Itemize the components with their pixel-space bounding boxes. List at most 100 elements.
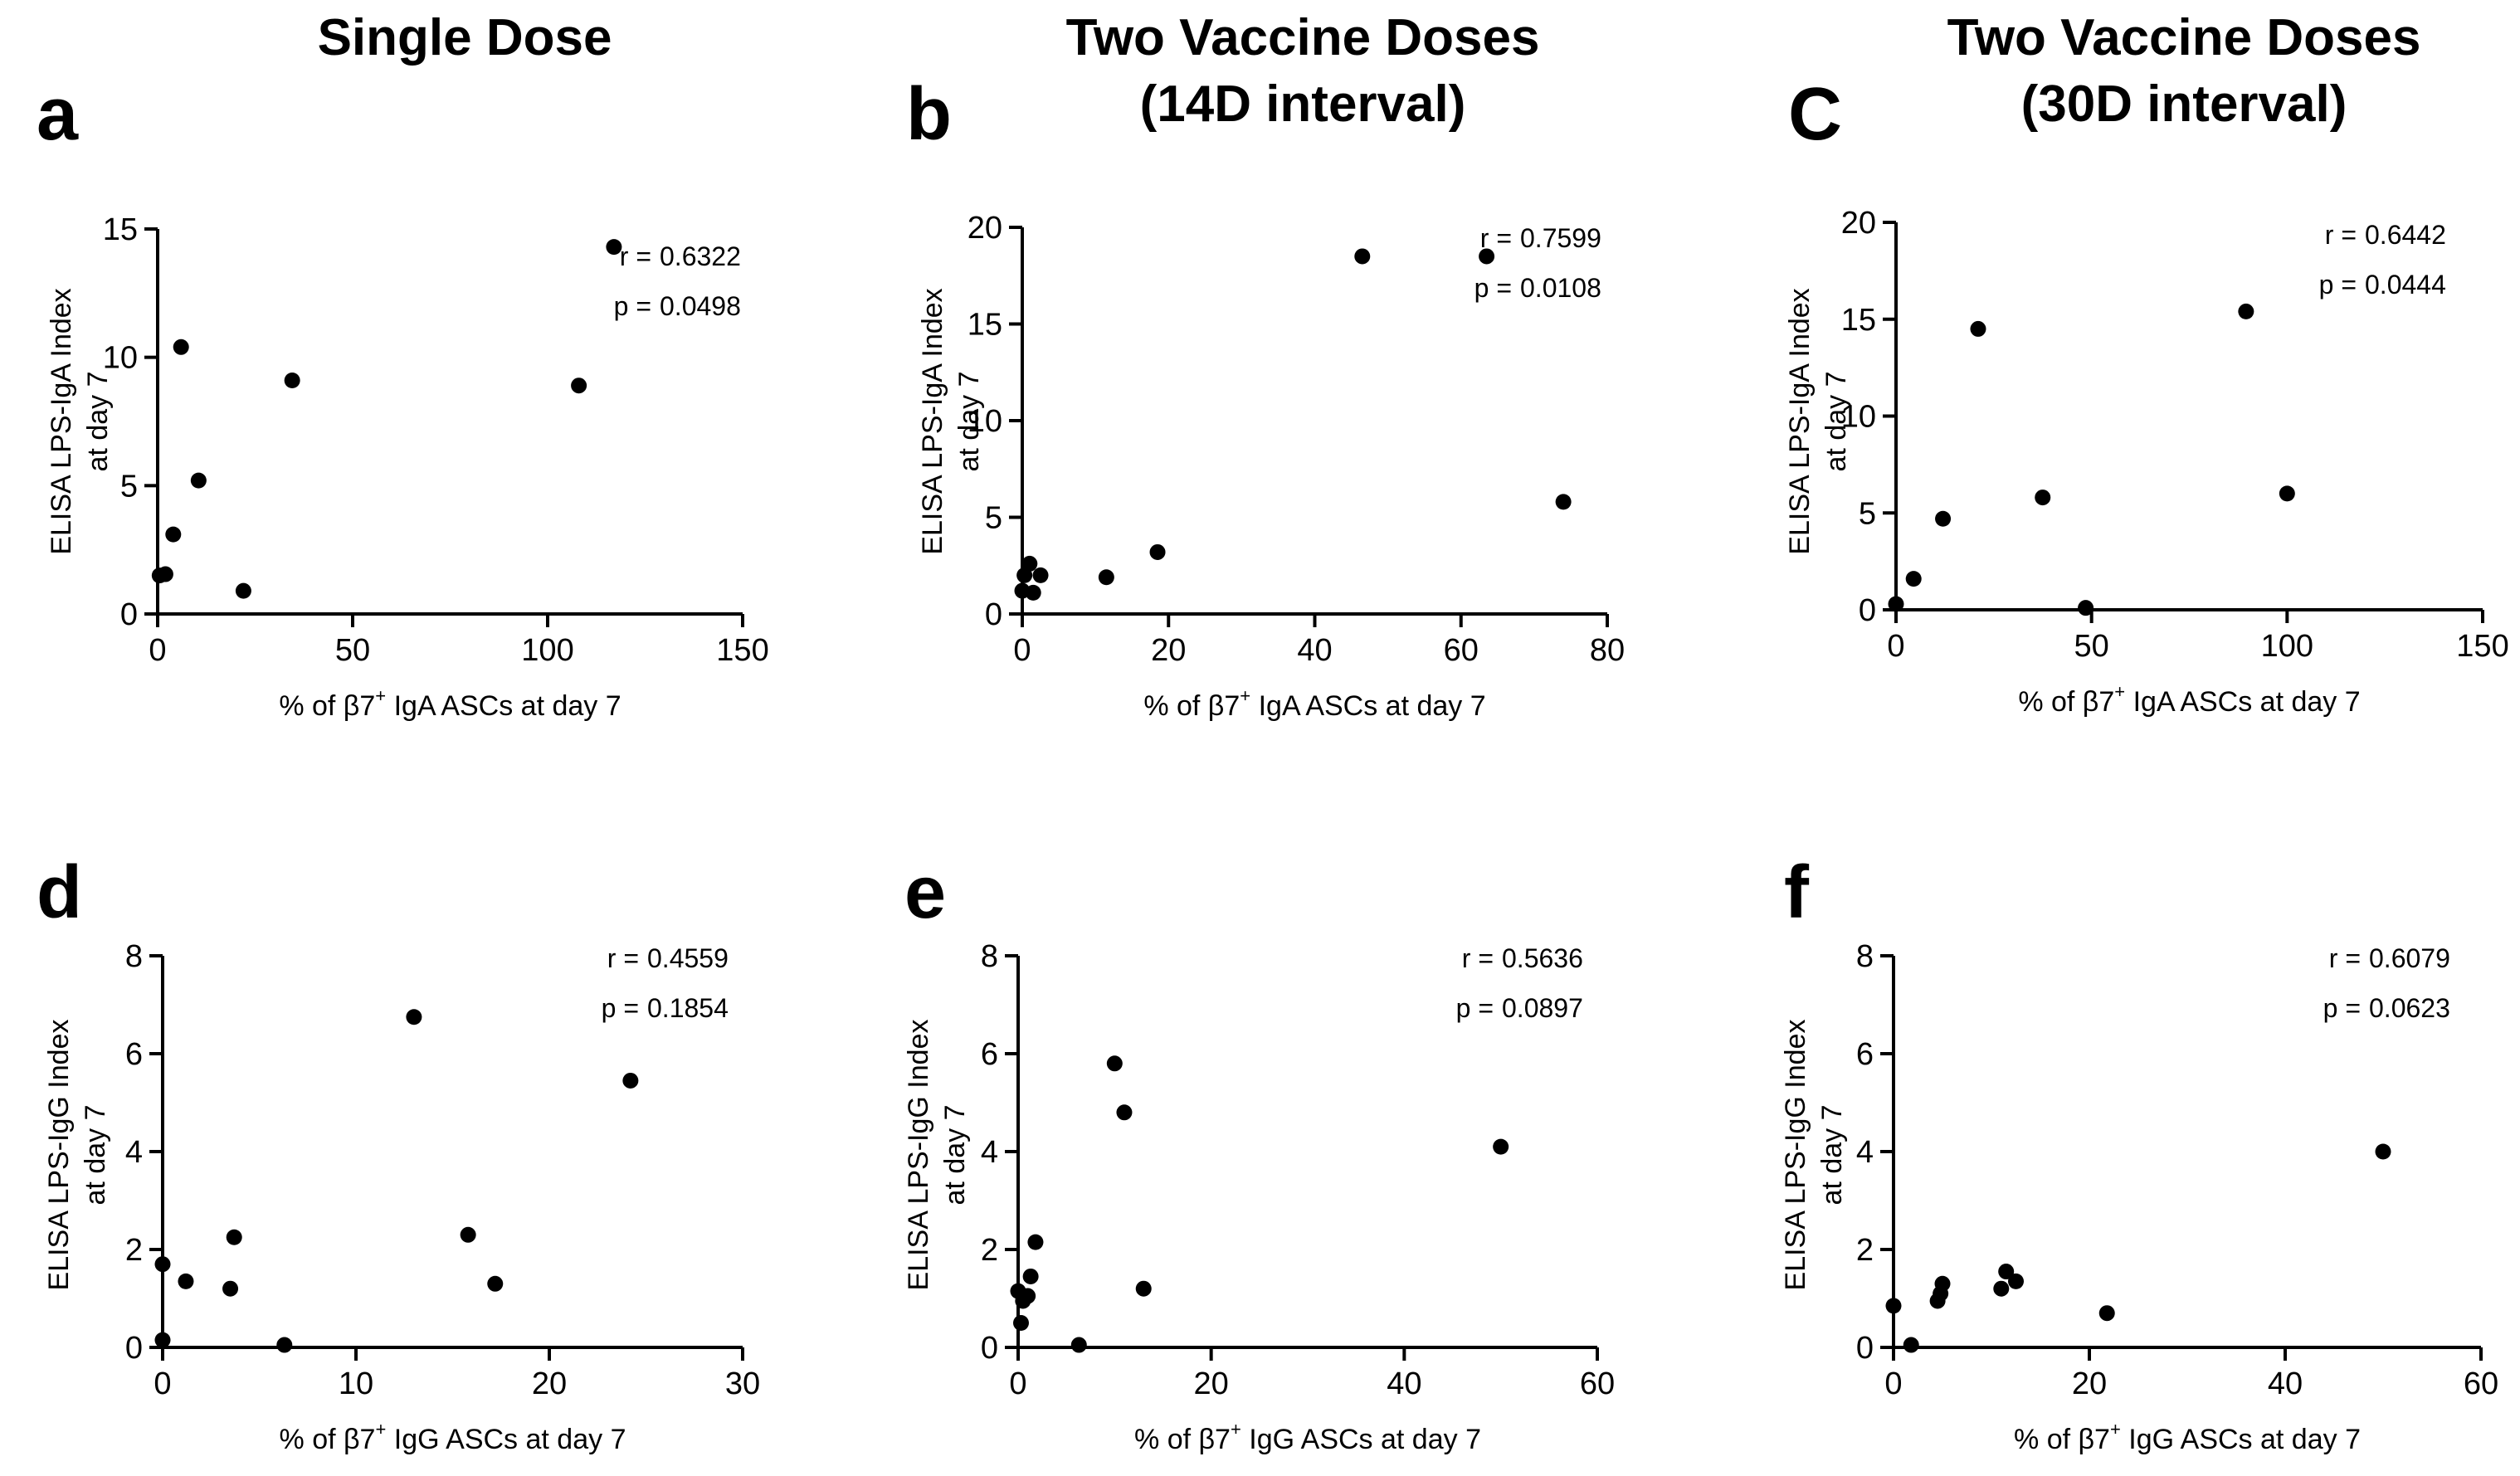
panel-letter-b: b xyxy=(906,73,952,156)
y-tick-label: 4 xyxy=(1856,1135,1874,1170)
x-axis-label: % of β7+ IgA ASCs at day 7 xyxy=(1143,685,1485,722)
r-value: 0.4559 xyxy=(647,943,729,973)
x-tick-label: 100 xyxy=(2261,629,2313,664)
y-tick-label: 4 xyxy=(125,1135,143,1170)
data-point xyxy=(2238,303,2254,319)
x-tick-label: 80 xyxy=(1590,633,1625,668)
panel-e: e 0 2 4 6 8 0 20 40 60 % of β7+ IgG ASCs at day 7 E… xyxy=(903,851,1615,1455)
data-point xyxy=(226,1229,242,1245)
y-axis-label-line-1: ELISA LPS-IgG Index xyxy=(43,1020,75,1291)
x-tick-label: 20 xyxy=(532,1366,567,1401)
y-axis-label: ELISA LPS-IgA Index at day 7 xyxy=(46,288,114,554)
p-value: 0.0444 xyxy=(2365,270,2446,300)
data-point xyxy=(235,582,251,599)
x-tick-label: 50 xyxy=(2074,629,2109,664)
y-tick-label: 10 xyxy=(968,404,1002,439)
y-tick-label: 10 xyxy=(1841,400,1876,435)
data-point xyxy=(1885,1298,1902,1314)
r-label: r = xyxy=(607,943,639,973)
y-tick-label: 15 xyxy=(103,212,138,247)
y-tick-label: 6 xyxy=(981,1037,998,1072)
data-point xyxy=(1021,555,1038,572)
data-point xyxy=(173,339,189,355)
y-axis-label: ELISA LPS-IgG Index at day 7 xyxy=(43,1020,111,1291)
y-axis-label-line-1: ELISA LPS-IgA Index xyxy=(46,288,77,554)
data-point xyxy=(1970,320,1986,337)
p-value: 0.0108 xyxy=(1520,273,1601,303)
p-value: 0.1854 xyxy=(647,993,729,1023)
x-tick-label: 100 xyxy=(521,633,573,668)
panel-letter-d: d xyxy=(37,851,82,934)
r-value: 0.7599 xyxy=(1520,223,1601,253)
panel-letter-f: f xyxy=(1784,851,1810,934)
p-label: p = xyxy=(602,993,639,1023)
panel-f: f 0 2 4 6 8 0 20 40 60 % of β7+ IgG ASCs at day 7 E… xyxy=(1780,851,2498,1455)
x-tick-label: 40 xyxy=(2268,1366,2303,1401)
data-point xyxy=(1935,510,1952,527)
x-tick-label: 150 xyxy=(2456,629,2508,664)
data-point xyxy=(1493,1138,1509,1155)
data-point xyxy=(1555,494,1572,510)
x-tick-label: 20 xyxy=(1151,633,1186,668)
p-label: p = xyxy=(1456,993,1494,1023)
panel-letter-c: C xyxy=(1788,73,1842,156)
y-tick-label: 15 xyxy=(968,308,1002,343)
data-point xyxy=(571,378,587,394)
panel-c: C 0 5 10 15 20 0 50 100 150 % of β7+ IgA ASCs at d… xyxy=(1784,73,2509,718)
data-point xyxy=(154,1256,171,1273)
panel-b: b 0 5 10 15 20 0 20 40 60 80 % of β7+ IgA ASCs at d… xyxy=(906,73,1625,722)
x-tick-label: 20 xyxy=(1194,1366,1229,1401)
data-point xyxy=(1025,584,1041,601)
column-title-3: Two Vaccine Doses (30D interval) xyxy=(1947,9,2421,133)
y-axis-label-line-1: ELISA LPS-IgA Index xyxy=(1784,288,1816,554)
y-tick-label: 0 xyxy=(125,1331,143,1366)
y-tick-label: 8 xyxy=(981,939,998,974)
data-point xyxy=(1135,1280,1152,1297)
data-point xyxy=(2035,490,2051,506)
data-point xyxy=(1027,1234,1044,1250)
data-point xyxy=(1479,248,1495,265)
x-tick-label: 0 xyxy=(149,633,166,668)
x-tick-label: 40 xyxy=(1387,1366,1421,1401)
y-axis-label-line-1: ELISA LPS-IgA Index xyxy=(917,288,948,554)
column-title-3-line-2: (30D interval) xyxy=(2021,76,2347,133)
p-label: p = xyxy=(2319,270,2357,300)
y-tick-label: 10 xyxy=(103,341,138,376)
x-tick-label: 150 xyxy=(716,633,768,668)
y-tick-label: 0 xyxy=(1859,593,1876,628)
r-label: r = xyxy=(620,241,651,271)
y-tick-label: 0 xyxy=(1856,1331,1874,1366)
r-value: 0.5636 xyxy=(1502,943,1583,973)
y-tick-label: 5 xyxy=(120,469,138,504)
y-tick-label: 0 xyxy=(985,597,1002,632)
x-tick-label: 60 xyxy=(1444,633,1479,668)
y-axis-label: ELISA LPS-IgG Index at day 7 xyxy=(903,1020,971,1291)
x-tick-label: 60 xyxy=(1580,1366,1615,1401)
data-point xyxy=(1149,543,1166,560)
x-tick-label: 30 xyxy=(725,1366,760,1401)
x-tick-label: 0 xyxy=(154,1366,171,1401)
data-point xyxy=(622,1072,639,1089)
y-tick-label: 0 xyxy=(120,597,138,632)
column-title-2: Two Vaccine Doses (14D interval) xyxy=(1066,9,1540,133)
x-tick-label: 0 xyxy=(1887,629,1904,664)
data-point xyxy=(1934,1275,1951,1292)
p-label: p = xyxy=(2323,993,2361,1023)
panel-letter-e: e xyxy=(904,851,946,934)
data-point xyxy=(1012,1315,1029,1331)
p-label: p = xyxy=(614,291,651,321)
data-point xyxy=(1106,1055,1123,1072)
data-point xyxy=(1098,569,1114,586)
y-axis-label-line-2: at day 7 xyxy=(1816,1105,1848,1206)
y-axis-label-line-1: ELISA LPS-IgG Index xyxy=(903,1020,934,1291)
y-tick-label: 6 xyxy=(125,1037,143,1072)
x-tick-label: 0 xyxy=(1013,633,1031,668)
data-point xyxy=(165,526,182,543)
column-title-1-line-1: Single Dose xyxy=(318,9,612,66)
data-point xyxy=(1903,1337,1919,1353)
panel-d: d 0 2 4 6 8 0 10 20 30 % of β7+ IgG ASCs at day 7 E… xyxy=(37,851,760,1455)
y-tick-label: 15 xyxy=(1841,303,1876,338)
y-tick-label: 0 xyxy=(981,1331,998,1366)
data-point xyxy=(1020,1288,1036,1304)
